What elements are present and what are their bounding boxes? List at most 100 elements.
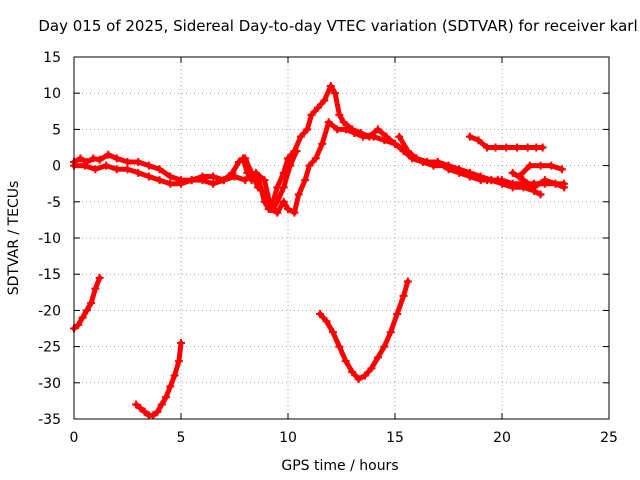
series-track-9: [132, 338, 185, 420]
data-point: [260, 176, 269, 185]
data-point: [241, 154, 250, 163]
x-tick-label: 15: [386, 430, 404, 446]
data-point: [536, 161, 545, 170]
data-point: [155, 176, 164, 185]
data-point: [76, 154, 85, 163]
data-point: [373, 353, 382, 362]
data-point: [89, 154, 98, 163]
data-point: [354, 375, 363, 384]
grid: [74, 57, 609, 419]
data-point: [508, 179, 517, 188]
data-point: [318, 139, 327, 148]
data-point: [350, 129, 359, 138]
data-point: [465, 132, 474, 141]
data-point: [292, 147, 301, 156]
x-tick-label: 5: [177, 430, 186, 446]
data-point: [560, 183, 569, 192]
data-point: [162, 393, 171, 402]
data-point: [247, 168, 256, 177]
data-point: [95, 273, 104, 282]
data-point: [324, 118, 333, 127]
data-point: [166, 172, 175, 181]
series-track-3: [241, 147, 301, 214]
data-point: [279, 183, 288, 192]
series-track-7: [508, 168, 569, 192]
y-tick-label: -15: [38, 267, 61, 283]
series-track-10: [316, 277, 412, 384]
series-track-1: [70, 81, 502, 214]
data-point: [87, 299, 96, 308]
data-point: [391, 139, 399, 148]
data-point: [326, 81, 335, 90]
data-point: [82, 306, 91, 315]
data-point: [112, 165, 121, 174]
data-point: [540, 176, 549, 185]
data-point: [284, 205, 292, 214]
x-axis-label: GPS time / hours: [281, 458, 398, 474]
axis-ticks: 0 5 10 15 20 25 15 10 5 0 -5 -10 -15 -20 -25 -30 -35: [38, 50, 618, 446]
y-tick-label: 5: [52, 122, 61, 138]
data-point: [209, 172, 218, 181]
data-point: [153, 407, 162, 416]
data-point: [123, 157, 132, 166]
data-point: [498, 176, 506, 185]
series-track-5: [465, 132, 547, 152]
data-point: [423, 157, 432, 166]
data-point: [134, 157, 143, 166]
data-point: [305, 161, 314, 170]
data-point: [331, 89, 340, 98]
data-point: [273, 197, 282, 206]
data-point: [303, 125, 312, 134]
data-point: [209, 179, 218, 188]
data-point: [525, 161, 534, 170]
data-point: [241, 176, 250, 185]
y-axis-label: SDTVAR / TECUs: [6, 181, 22, 296]
series-line: [71, 83, 501, 212]
data-point: [380, 342, 389, 351]
data-point: [155, 165, 164, 174]
data-point: [157, 400, 166, 409]
series-track-8: [70, 273, 104, 333]
data-point: [316, 310, 325, 319]
data-point: [311, 154, 320, 163]
data-point: [444, 161, 453, 170]
data-point: [301, 176, 310, 185]
data-point: [91, 284, 100, 293]
data-point: [341, 125, 350, 134]
data-point: [166, 179, 175, 188]
data-point: [483, 143, 492, 152]
data-point: [367, 364, 376, 373]
data-point: [530, 183, 539, 192]
data-point: [547, 161, 556, 170]
data-point: [91, 165, 100, 174]
data-point: [177, 179, 185, 188]
data-point: [149, 411, 158, 420]
y-tick-label: 0: [52, 159, 61, 175]
y-tick-label: 10: [43, 86, 61, 102]
data-point: [328, 328, 337, 337]
data-point: [254, 183, 263, 192]
data-point: [380, 136, 389, 145]
data-point: [187, 176, 196, 185]
y-tick-label: -25: [38, 340, 61, 356]
y-tick-label: -5: [47, 195, 61, 211]
data-point: [523, 143, 532, 152]
data-point: [132, 400, 141, 409]
data-point: [320, 96, 329, 105]
data-point: [502, 143, 511, 152]
data-point: [538, 143, 547, 152]
data-point: [476, 172, 485, 181]
data-point: [177, 338, 185, 347]
data-point: [95, 155, 104, 164]
plot-area: [70, 81, 569, 420]
data-point: [234, 157, 243, 166]
data-point: [144, 172, 153, 181]
data-point: [313, 103, 322, 112]
data-point: [112, 154, 121, 163]
data-point: [491, 143, 500, 152]
data-point: [339, 118, 348, 127]
data-point: [269, 205, 278, 214]
data-point: [144, 161, 153, 170]
data-point: [557, 165, 566, 174]
data-point: [136, 404, 145, 413]
